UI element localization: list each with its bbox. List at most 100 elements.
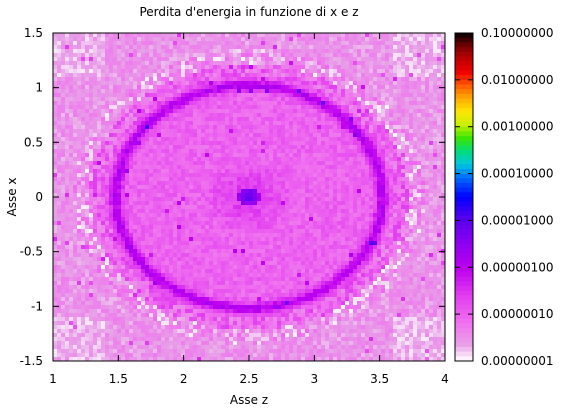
heatmap-cell — [365, 153, 370, 158]
heatmap-cell — [81, 101, 86, 106]
heatmap-cell — [261, 153, 266, 158]
heatmap-cell — [309, 61, 314, 66]
heatmap-cell — [341, 81, 346, 86]
heatmap-cell — [257, 165, 262, 170]
heatmap-cell — [385, 177, 390, 182]
heatmap-cell — [437, 201, 442, 206]
heatmap-cell — [317, 173, 322, 178]
heatmap-cell — [349, 193, 354, 198]
heatmap-cell — [81, 189, 86, 194]
heatmap-cell — [337, 181, 342, 186]
heatmap-cell — [433, 181, 438, 186]
heatmap-cell — [333, 81, 338, 86]
heatmap-cell — [221, 77, 226, 82]
heatmap-cell — [373, 137, 378, 142]
heatmap-cell — [201, 33, 206, 38]
heatmap-cell — [73, 101, 78, 106]
heatmap-cell — [373, 181, 378, 186]
heatmap-cell — [385, 113, 390, 118]
heatmap-cell — [293, 93, 298, 98]
heatmap-cell — [241, 69, 246, 74]
heatmap-cell — [401, 81, 406, 86]
heatmap-cell — [185, 221, 190, 226]
heatmap-cell — [209, 73, 214, 78]
heatmap-cell — [157, 157, 162, 162]
heatmap-cell — [85, 137, 90, 142]
heatmap-cell — [345, 197, 350, 202]
heatmap-cell — [229, 53, 234, 58]
heatmap-cell — [125, 173, 130, 178]
heatmap-cell — [325, 209, 330, 214]
heatmap-cell — [225, 81, 230, 86]
heatmap-cell — [249, 57, 254, 62]
heatmap-cell — [317, 65, 322, 70]
heatmap-cell — [413, 213, 418, 218]
heatmap-cell — [389, 149, 394, 154]
heatmap-cell — [225, 73, 230, 78]
heatmap-cell — [425, 221, 430, 226]
heatmap-cell — [409, 201, 414, 206]
heatmap-cell — [221, 129, 226, 134]
heatmap-cell — [213, 205, 218, 210]
heatmap-cell — [153, 109, 158, 114]
heatmap-cell — [293, 213, 298, 218]
heatmap-cell — [405, 89, 410, 94]
heatmap-cell — [289, 85, 294, 90]
heatmap-cell — [193, 165, 198, 170]
heatmap-cell — [185, 105, 190, 110]
heatmap-cell — [133, 177, 138, 182]
heatmap-cell — [377, 69, 382, 74]
heatmap-cell — [289, 201, 294, 206]
heatmap-cell — [257, 217, 262, 222]
heatmap-cell — [337, 229, 342, 234]
heatmap-cell — [361, 213, 366, 218]
heatmap-cell — [341, 197, 346, 202]
heatmap-cell — [241, 233, 246, 238]
heatmap-cell — [441, 169, 446, 174]
heatmap-cell — [401, 197, 406, 202]
heatmap-cell — [241, 229, 246, 234]
heatmap-cell — [305, 69, 310, 74]
heatmap-cell — [85, 165, 90, 170]
heatmap-cell — [57, 205, 62, 210]
heatmap-cell — [293, 97, 298, 102]
heatmap-cell — [305, 109, 310, 114]
heatmap-cell — [233, 225, 238, 230]
heatmap-cell — [65, 113, 70, 118]
heatmap-cell — [425, 173, 430, 178]
heatmap-cell — [405, 97, 410, 102]
heatmap-cell — [257, 185, 262, 190]
heatmap-cell — [177, 185, 182, 190]
heatmap-cell — [129, 93, 134, 98]
heatmap-cell — [101, 137, 106, 142]
heatmap-cell — [213, 181, 218, 186]
heatmap-cell — [257, 141, 262, 146]
heatmap-cell — [173, 73, 178, 78]
heatmap-cell — [413, 49, 418, 54]
heatmap-cell — [433, 85, 438, 90]
heatmap-cell — [101, 33, 106, 38]
heatmap-cell — [237, 77, 242, 82]
heatmap-cell — [233, 177, 238, 182]
heatmap-cell — [353, 101, 358, 106]
heatmap-cell — [381, 169, 386, 174]
heatmap-cell — [193, 45, 198, 50]
heatmap-cell — [269, 129, 274, 134]
heatmap-cell — [401, 93, 406, 98]
heatmap-cell — [413, 177, 418, 182]
heatmap-cell — [309, 177, 314, 182]
heatmap-cell — [197, 41, 202, 46]
heatmap-cell — [257, 137, 262, 142]
heatmap-cell — [189, 77, 194, 82]
heatmap-cell — [249, 109, 254, 114]
heatmap-cell — [93, 189, 98, 194]
heatmap-cell — [173, 113, 178, 118]
heatmap-cell — [329, 125, 334, 130]
heatmap-cell — [389, 233, 394, 238]
heatmap-cell — [349, 221, 354, 226]
heatmap-cell — [149, 205, 154, 210]
heatmap-cell — [389, 69, 394, 74]
heatmap-cell — [161, 61, 166, 66]
heatmap-cell — [73, 157, 78, 162]
heatmap-cell — [393, 117, 398, 122]
